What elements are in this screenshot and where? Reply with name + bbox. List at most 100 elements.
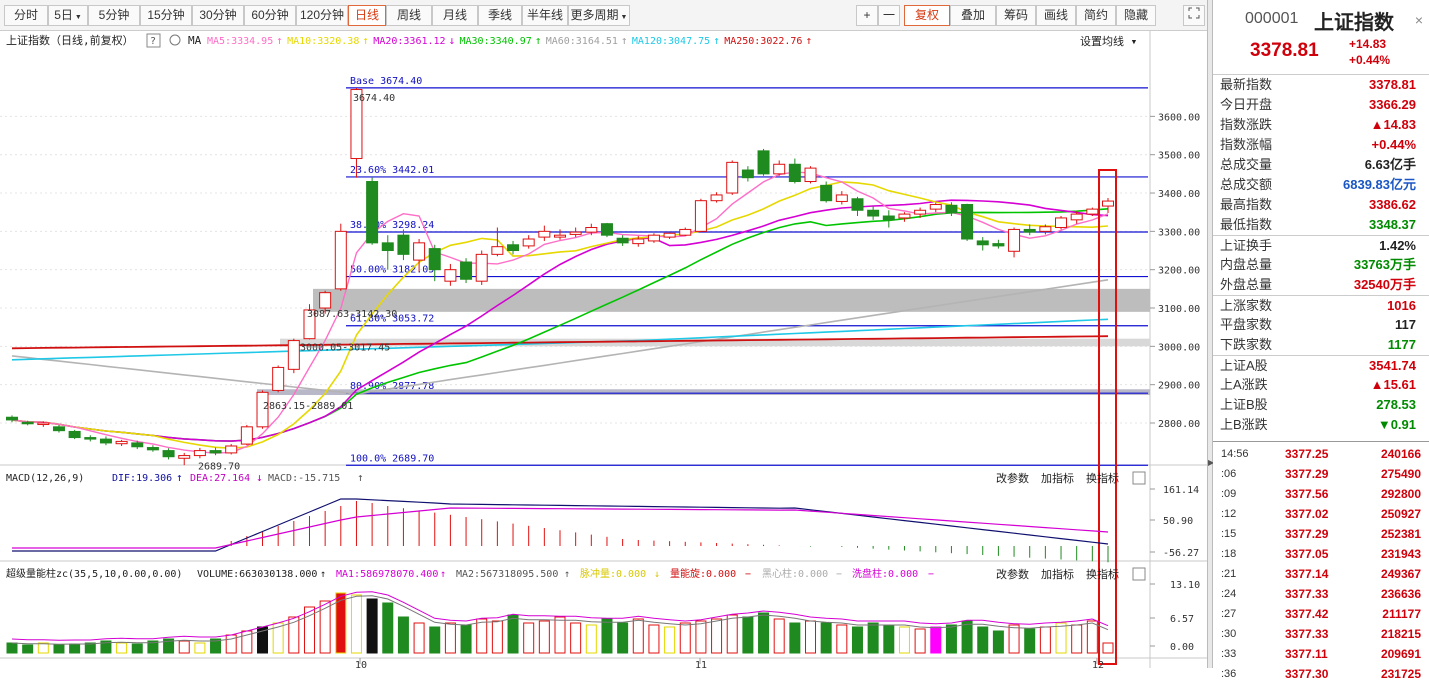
volume-bar [507,614,519,654]
volume-bar [100,640,112,654]
candle [256,391,269,428]
period-tab-5[interactable]: 60分钟 [244,5,296,26]
help-icon[interactable] [146,33,161,48]
x-tick-label: 12 [1092,660,1104,668]
candle [679,228,692,236]
period-tab-2[interactable]: 5分钟 [88,5,140,26]
kline-chart-area[interactable]: 3600.00 3500.00 3400.00 3300.00 3200.00 3100.… [0,31,1207,668]
collapse-arrow-icon[interactable]: ▶ [1208,458,1215,467]
chart-title: 上证指数（日线,前复权） [6,33,134,47]
tick-row: :09 3377.56 292800 [1213,484,1429,504]
quote-value: 6.63亿手 [1364,157,1416,172]
period-tab-0[interactable]: 分时 [4,5,48,26]
ma-value: MA120:3047.75 [632,36,710,47]
set-ma-button[interactable]: 设置均线 ▾ [1080,34,1137,48]
ma-arrow: ↑ [276,34,283,47]
support-band [257,389,1150,396]
period-tab-1[interactable]: 5日 ▼ [48,5,88,26]
candle [538,230,551,238]
quote-label: 上证B股 [1220,397,1268,412]
tick-v: 209691 [1380,647,1421,661]
volume-bar [382,602,394,654]
expand-icon[interactable] [1183,5,1205,26]
tick-t: :27 [1221,608,1237,620]
gear-icon[interactable] [169,34,181,46]
toolbar-btn-4[interactable]: 筹码 [996,5,1036,26]
toolbar-btn-2[interactable]: 复权 [904,5,950,26]
volume-bar [460,624,472,654]
volume-bar [413,622,425,654]
tick-t: :09 [1221,488,1237,500]
tick-v: 250927 [1380,507,1421,521]
period-tab-4[interactable]: 30分钟 [192,5,244,26]
quote-value: 278.53 [1376,397,1416,412]
kline-chart-svg[interactable]: 3600.00 3500.00 3400.00 3300.00 3200.00 3100.… [0,31,1207,668]
change-value: +14.83 [1349,37,1387,51]
toolbar-btn-5[interactable]: 画线 [1036,5,1076,26]
quote-value: 1177 [1387,337,1416,352]
macd-btn-2[interactable]: 换指标 [1086,471,1119,485]
candle [381,242,394,252]
macd-btn-1[interactable]: 加指标 [1041,471,1074,485]
tick-p: 3377.11 [1285,647,1328,661]
candle [1070,213,1083,221]
volume-bar [961,620,973,654]
quote-label: 上A涨跌 [1220,377,1268,392]
volume-bar [789,622,801,654]
volume-bar [758,612,770,654]
period-tab-6[interactable]: 120分钟 [296,5,348,26]
toolbar-btn-1[interactable]: 一 [878,5,900,26]
volume-bar [84,642,96,654]
toolbar-btn-6[interactable]: 简约 [1076,5,1116,26]
toolbar-btn-3[interactable]: 叠加 [950,5,996,26]
fib-label: 61.80% 3053.72 [350,314,434,325]
volume-bar [898,626,910,654]
tick-p: 3377.02 [1285,507,1329,521]
vol-btn-1[interactable]: 加指标 [1041,567,1074,581]
panel-splitter[interactable]: ▶ [1207,0,1215,668]
vol-btn-2[interactable]: 换指标 [1086,567,1119,581]
toolbar-btn-0[interactable]: + [856,5,878,26]
period-tab-3[interactable]: 15分钟 [140,5,192,26]
tick-t: :06 [1221,468,1237,480]
volume-bar [69,643,81,654]
period-tab-8[interactable]: 周线 [386,5,432,26]
current-price: 3378.81 [1250,40,1319,61]
period-tab-12[interactable]: 更多周期 ▼ [568,5,630,26]
quote-value: 117 [1395,317,1416,332]
quote-row: 上证A股 3541.74 [1213,355,1429,375]
candle [554,234,566,238]
vol-btn-0[interactable]: 改参数 [996,567,1029,581]
period-tab-7[interactable]: 日线 [348,5,386,26]
candle [68,430,81,439]
quote-row: 上证换手 1.42% [1213,235,1429,255]
period-tab-9[interactable]: 月线 [432,5,478,26]
tick-p: 3377.33 [1285,587,1329,601]
price-annotation: 2689.70 [198,461,240,472]
change-percent: +0.44% [1349,53,1391,67]
tick-list[interactable]: 14:56 3377.25 240166:06 3377.29 275490:09 337… [1213,441,1429,684]
volume-bar [523,622,535,654]
volume-bar [726,614,738,654]
volume-bar [444,622,456,654]
tick-v: 292800 [1380,487,1421,501]
period-tab-10[interactable]: 季线 [478,5,522,26]
quote-value: 3366.29 [1369,97,1416,112]
vol-ma1_arrow: ↑ [440,569,446,580]
volume-bar [773,618,785,654]
vol-close-icon[interactable] [1132,567,1146,581]
macd-close-icon[interactable] [1132,471,1146,485]
macd-macd-arrow: ↑ [357,471,364,484]
y-tick-label: 3600.00 [1158,112,1200,123]
macd-btn-0[interactable]: 改参数 [996,471,1029,485]
tick-p: 3377.14 [1285,567,1329,581]
ma20-line [11,199,1109,442]
candle [1102,200,1114,207]
quote-row: 最高指数 3386.62 [1213,195,1429,215]
period-tab-11[interactable]: 半年线 [522,5,568,26]
candle [115,440,128,445]
quote-value: 3541.74 [1369,358,1416,373]
close-icon[interactable]: × [1414,12,1423,28]
volume-bar [429,626,441,654]
toolbar-btn-7[interactable]: 隐藏 [1116,5,1156,26]
